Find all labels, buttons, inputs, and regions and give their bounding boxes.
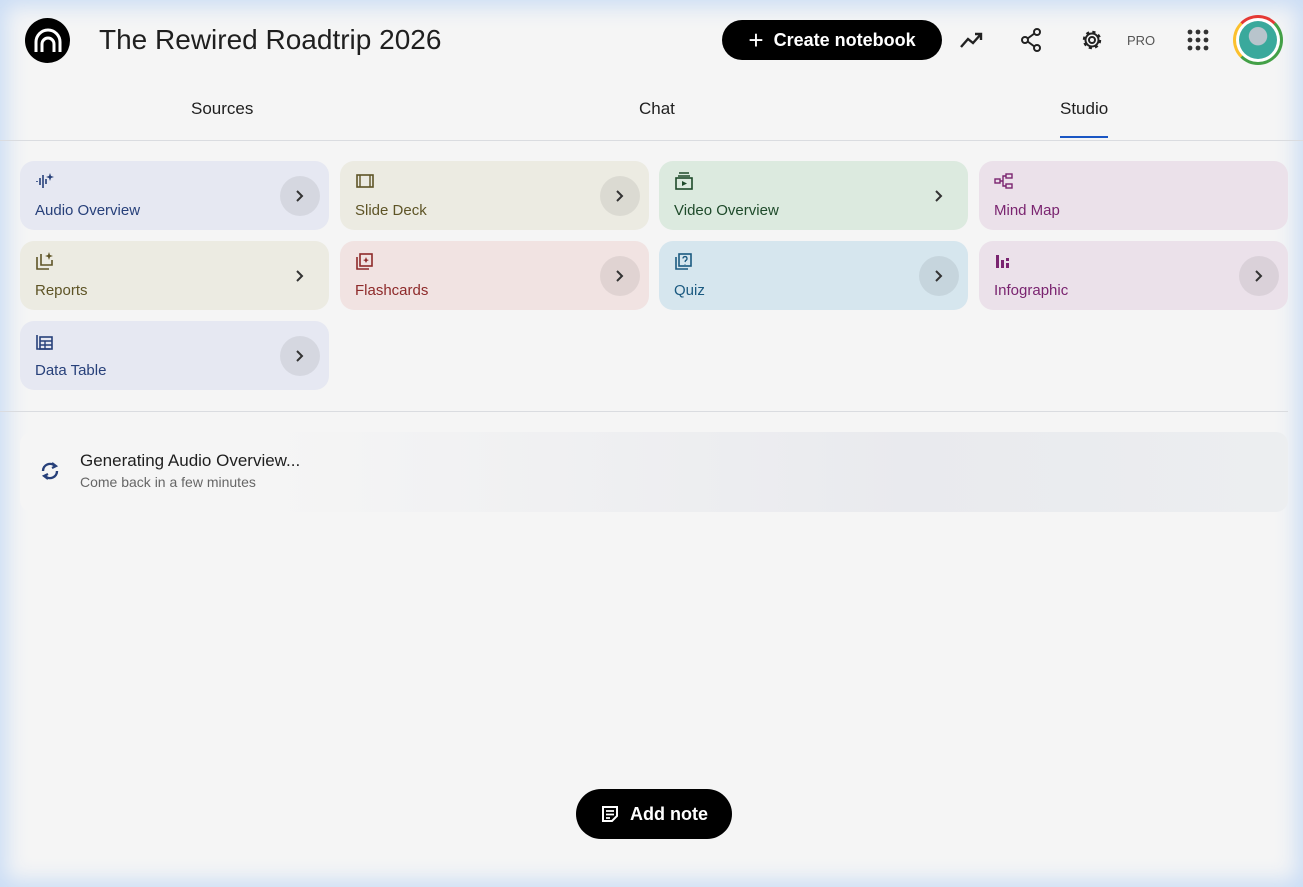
audio-waveform-icon bbox=[36, 173, 54, 188]
chevron-right-icon[interactable] bbox=[919, 256, 959, 296]
quiz-icon bbox=[675, 253, 692, 270]
plus-icon: + bbox=[748, 25, 764, 55]
settings-gear-icon[interactable] bbox=[1078, 26, 1106, 54]
card-label: Quiz bbox=[674, 282, 705, 299]
add-note-button[interactable]: Add note bbox=[576, 789, 732, 839]
video-icon bbox=[675, 172, 693, 190]
table-icon bbox=[36, 335, 53, 350]
studio-card-mind-map[interactable]: Mind Map bbox=[979, 161, 1288, 230]
apps-grid-icon[interactable] bbox=[1184, 26, 1212, 54]
chevron-right-icon[interactable] bbox=[280, 176, 320, 216]
card-label: Flashcards bbox=[355, 282, 429, 299]
infographic-icon bbox=[996, 255, 1009, 268]
pro-badge: PRO bbox=[1127, 33, 1156, 48]
chevron-right-icon[interactable] bbox=[1239, 256, 1279, 296]
note-icon bbox=[602, 806, 618, 822]
flashcards-icon bbox=[356, 253, 373, 270]
card-label: Video Overview bbox=[674, 202, 779, 219]
reports-icon bbox=[36, 252, 53, 270]
card-label: Data Table bbox=[35, 362, 107, 379]
sync-icon bbox=[41, 462, 59, 480]
app-logo[interactable] bbox=[25, 18, 70, 63]
chevron-right-icon[interactable] bbox=[280, 256, 320, 296]
tab-bar: Sources Chat Studio bbox=[0, 88, 1303, 141]
studio-card-slide-deck[interactable]: Slide Deck bbox=[340, 161, 649, 230]
divider bbox=[0, 411, 1288, 412]
studio-card-infographic[interactable]: Infographic bbox=[979, 241, 1288, 310]
studio-card-flashcards[interactable]: Flashcards bbox=[340, 241, 649, 310]
user-avatar[interactable] bbox=[1233, 15, 1283, 65]
studio-card-data-table[interactable]: Data Table bbox=[20, 321, 329, 390]
card-label: Infographic bbox=[994, 282, 1069, 299]
card-label: Reports bbox=[35, 282, 88, 299]
studio-card-video-overview[interactable]: Video Overview bbox=[659, 161, 968, 230]
mind-map-icon bbox=[994, 173, 1013, 189]
studio-card-quiz[interactable]: Quiz bbox=[659, 241, 968, 310]
notebook-title[interactable]: The Rewired Roadtrip 2026 bbox=[99, 24, 442, 55]
card-label: Mind Map bbox=[994, 202, 1060, 219]
card-label: Audio Overview bbox=[35, 202, 141, 219]
chevron-right-icon[interactable] bbox=[600, 176, 640, 216]
chevron-right-icon[interactable] bbox=[280, 336, 320, 376]
slides-icon bbox=[356, 174, 374, 188]
create-notebook-label: Create notebook bbox=[773, 29, 916, 50]
tab-chat[interactable]: Chat bbox=[639, 99, 675, 118]
add-note-label: Add note bbox=[630, 803, 708, 824]
tab-studio[interactable]: Studio bbox=[1060, 99, 1109, 138]
generating-subtitle: Come back in a few minutes bbox=[80, 474, 256, 490]
chevron-right-icon[interactable] bbox=[919, 176, 959, 216]
generating-audio-status: Generating Audio Overview... Come back i… bbox=[20, 432, 1288, 512]
create-notebook-button[interactable]: + Create notebook bbox=[722, 20, 942, 60]
card-label: Slide Deck bbox=[355, 202, 427, 219]
studio-card-reports[interactable]: Reports bbox=[20, 241, 329, 310]
share-icon[interactable] bbox=[1017, 26, 1045, 54]
studio-card-audio-overview[interactable]: Audio Overview bbox=[20, 161, 329, 230]
analytics-icon[interactable] bbox=[958, 26, 986, 54]
tab-sources[interactable]: Sources bbox=[191, 99, 254, 118]
chevron-right-icon[interactable] bbox=[600, 256, 640, 296]
generating-title: Generating Audio Overview... bbox=[80, 451, 301, 470]
logo-icon bbox=[34, 28, 61, 52]
